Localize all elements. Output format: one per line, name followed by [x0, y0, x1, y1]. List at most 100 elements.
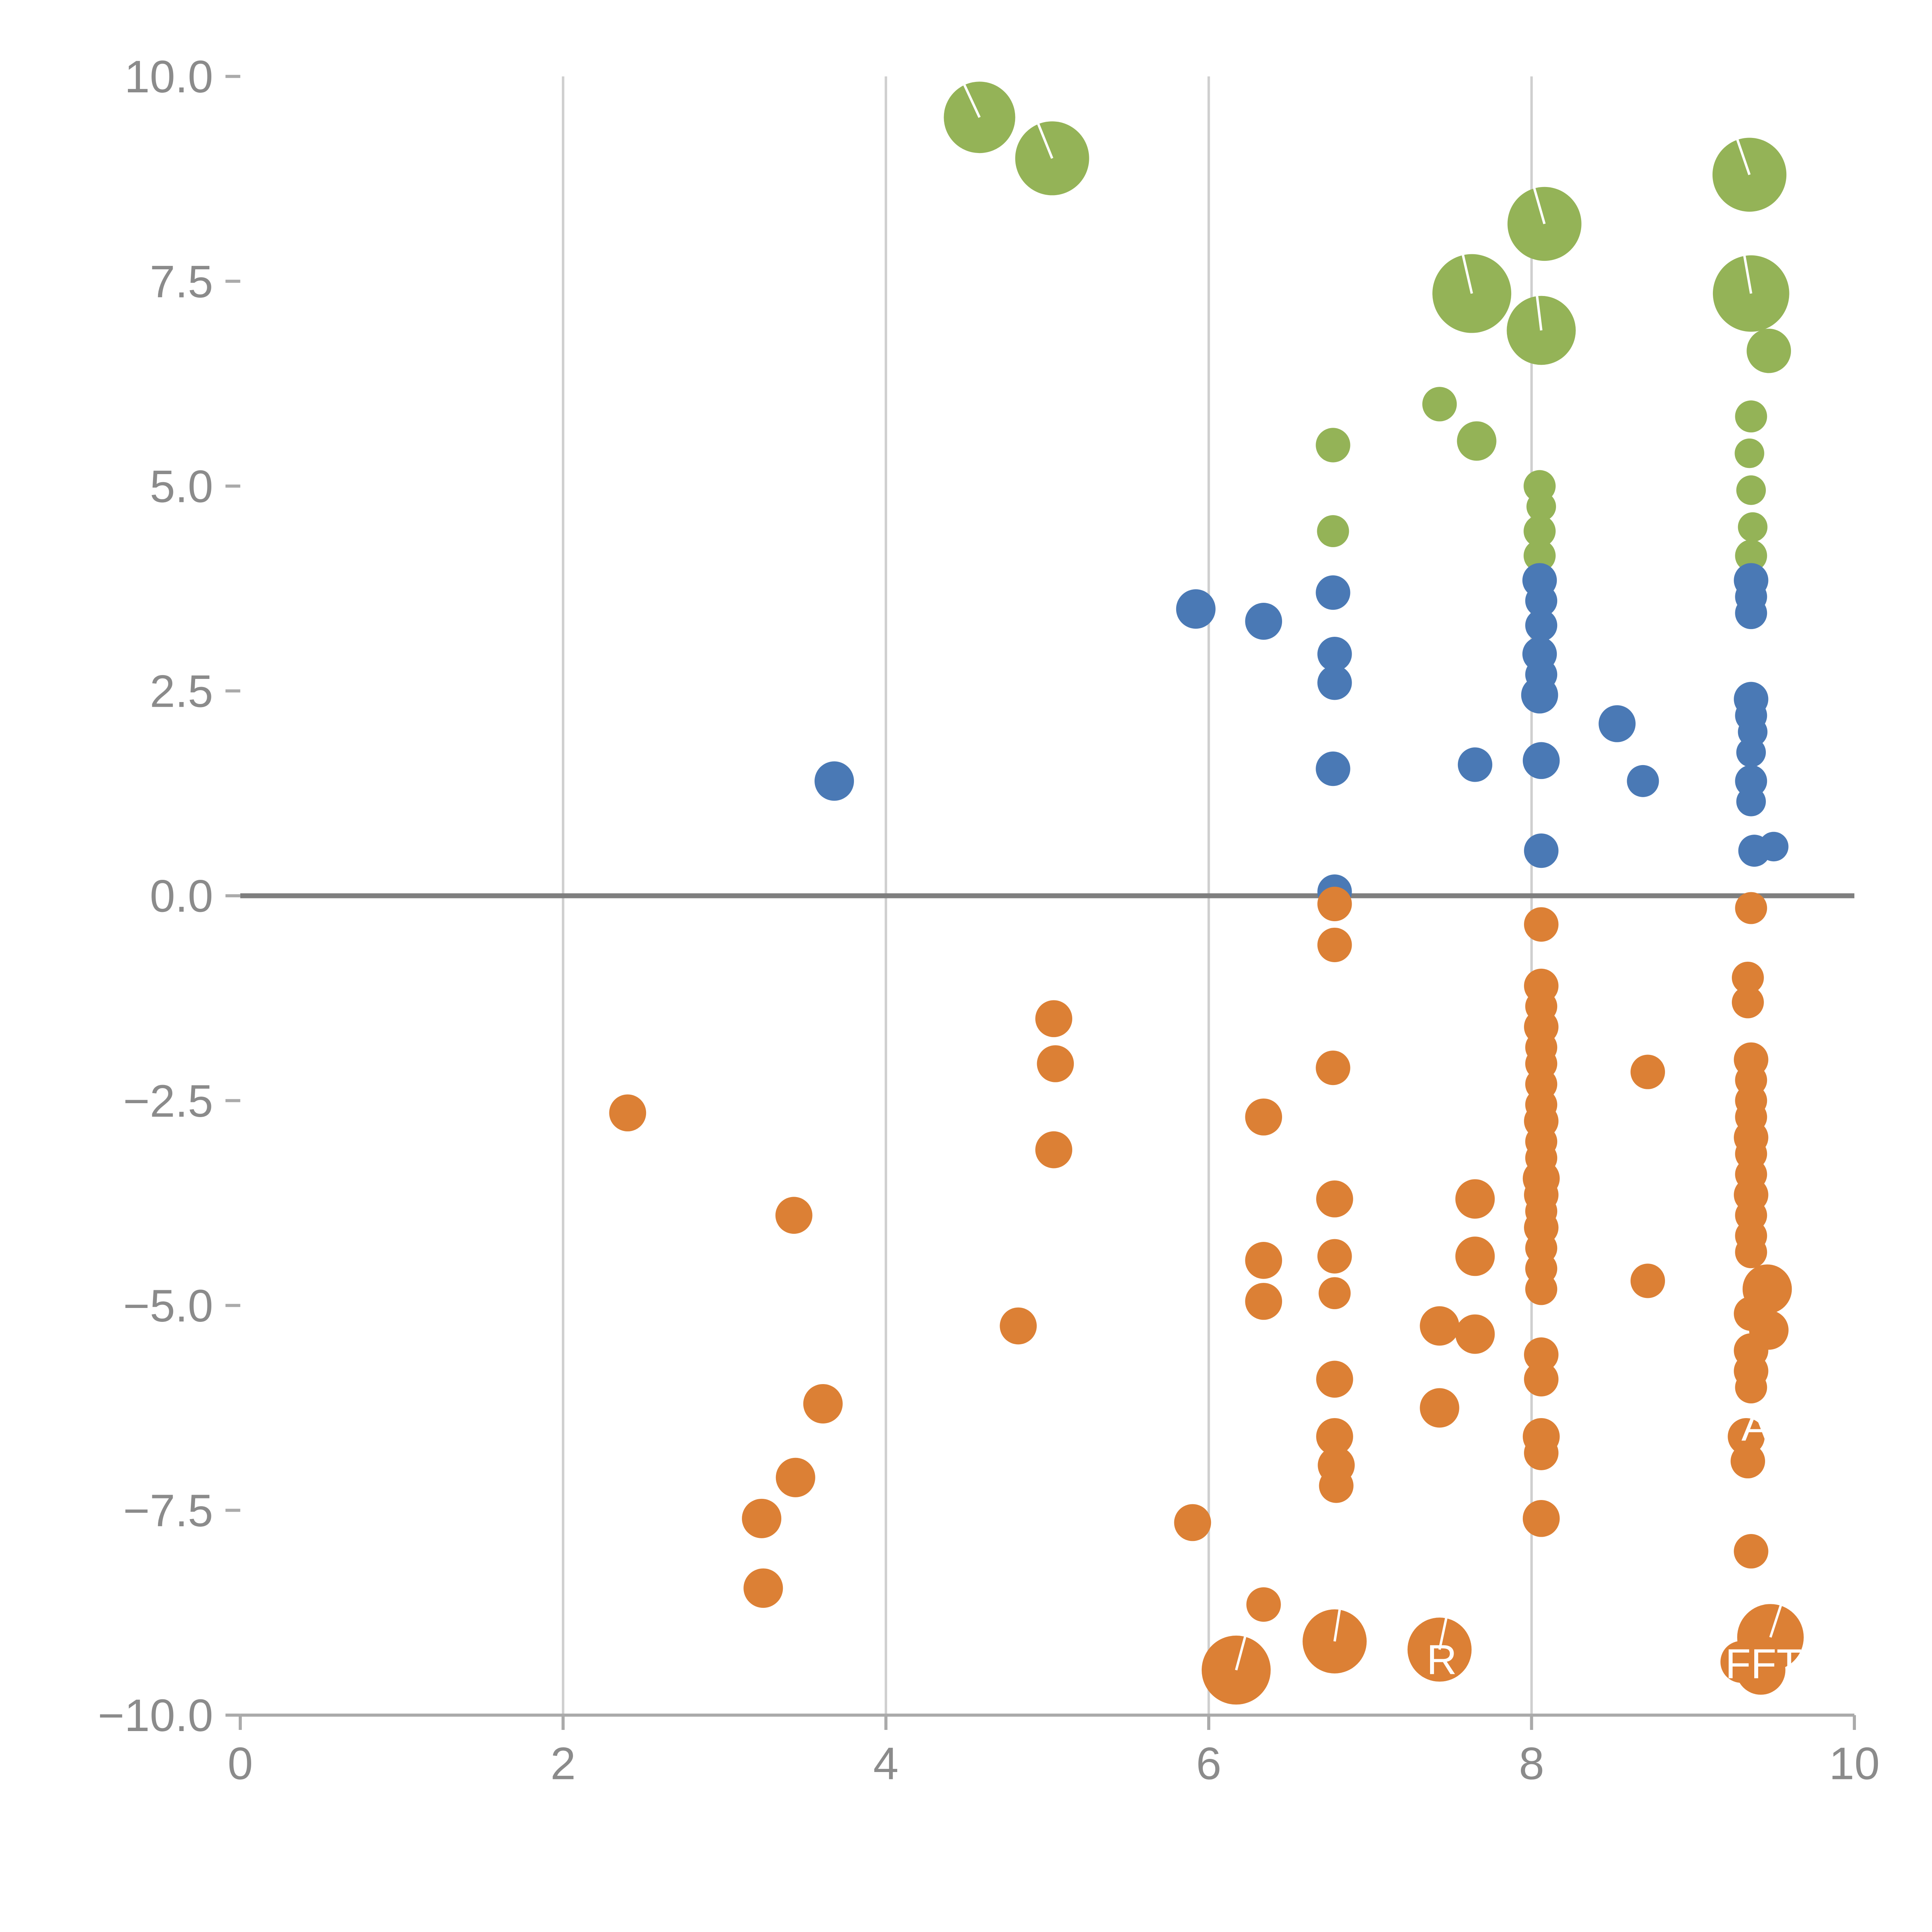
- bubble-radial-mark: [1462, 255, 1473, 294]
- data-point: [1420, 1306, 1459, 1346]
- data-point: [1035, 1131, 1072, 1168]
- data-point: [1316, 1418, 1353, 1455]
- data-point: [1524, 1435, 1559, 1470]
- data-point: [1317, 886, 1352, 922]
- data-point: [1735, 1236, 1767, 1269]
- data-point: [1317, 1239, 1352, 1274]
- data-point: [1246, 1587, 1281, 1622]
- data-point: [1316, 1361, 1353, 1398]
- y-tick-label: −5.0: [123, 1281, 213, 1332]
- y-tick-label: −2.5: [123, 1076, 213, 1127]
- bubble-radial-mark: [1536, 296, 1543, 331]
- data-point: [1524, 833, 1559, 868]
- data-point: [1730, 1444, 1765, 1479]
- data-point: [1316, 428, 1350, 463]
- annotations: AC R FFT: [1427, 1403, 1802, 1687]
- data-point: [1037, 1045, 1074, 1082]
- data-point: [1736, 475, 1766, 505]
- data-point: [1524, 515, 1556, 548]
- data-point: [1736, 787, 1766, 816]
- data-point: [1176, 589, 1216, 629]
- data-point: [775, 1197, 813, 1234]
- bubble-label: R: [1427, 1636, 1457, 1683]
- data-point: [1316, 1050, 1350, 1085]
- data-point: [1738, 512, 1768, 542]
- bubble-radial-mark: [1533, 188, 1546, 224]
- y-tick-label: −7.5: [123, 1485, 213, 1536]
- data-point: [1630, 1054, 1665, 1089]
- data-point: [1015, 121, 1089, 196]
- data-point: [1525, 585, 1558, 617]
- x-tick-label: 2: [550, 1738, 576, 1789]
- data-point: [1317, 637, 1352, 672]
- data-point: [1420, 1388, 1459, 1428]
- bubble-radial-mark: [1333, 1609, 1341, 1642]
- data-point: [1318, 1277, 1351, 1310]
- data-point: [1457, 421, 1497, 461]
- data-point: [1735, 539, 1767, 572]
- bubble-radial-mark: [963, 84, 981, 118]
- y-tick-label: 2.5: [150, 666, 213, 717]
- axes: 0 2 4 6 8 10 10.0 7.5 5.0 2.5 0.0 −2.5 −5.0 −7.5 −10.0: [98, 51, 1880, 1789]
- data-point: [1599, 705, 1636, 742]
- data-point: [1735, 400, 1767, 433]
- data-point: [815, 761, 854, 801]
- x-tick-label: 10: [1829, 1738, 1879, 1789]
- data-point: [1731, 986, 1764, 1019]
- data-point: [1627, 765, 1659, 797]
- data-point: [1524, 907, 1559, 942]
- data-point: [1000, 1307, 1037, 1345]
- data-point: [1522, 742, 1560, 779]
- bubble-radial-mark: [1743, 255, 1752, 294]
- data-point: [1524, 539, 1556, 572]
- data-point: [1735, 597, 1767, 629]
- data-point: [1422, 387, 1457, 422]
- data-point: [1174, 1504, 1211, 1541]
- data-point: [1735, 438, 1764, 468]
- bubble-radial-mark: [1769, 1605, 1782, 1638]
- x-tick-label: 6: [1196, 1738, 1221, 1789]
- y-tick-label: −10.0: [98, 1690, 213, 1741]
- data-point: [1526, 492, 1556, 522]
- data-point: [1245, 1242, 1282, 1279]
- data-point: [1455, 1236, 1495, 1276]
- data-point: [1525, 1273, 1558, 1305]
- data-point: [1035, 1000, 1072, 1037]
- data-point: [609, 1094, 646, 1132]
- data-point: [1524, 1337, 1559, 1372]
- data-point: [1317, 665, 1352, 700]
- data-point: [1759, 832, 1789, 862]
- data-point: [1524, 1362, 1559, 1396]
- data-point: [1316, 1180, 1353, 1218]
- data-point: [1747, 328, 1791, 373]
- data-point: [1630, 1264, 1665, 1298]
- bubble-radial-mark: [1037, 123, 1053, 159]
- bubble-label: FFT: [1725, 1640, 1802, 1687]
- data-point: [1455, 1179, 1495, 1219]
- data-point: [1731, 961, 1764, 994]
- y-tick-label: 10.0: [124, 51, 213, 102]
- data-point: [1245, 603, 1282, 640]
- data-point: [1458, 747, 1493, 782]
- data-point: [1525, 609, 1558, 641]
- x-tick-label: 0: [228, 1738, 253, 1789]
- data-point: [1735, 1371, 1767, 1404]
- data-point: [1735, 892, 1767, 924]
- series-green-high: [944, 82, 1791, 572]
- data-point: [1521, 676, 1558, 714]
- data-point: [1522, 1500, 1560, 1537]
- data-point: [1735, 765, 1767, 797]
- bubble-label: AC: [1742, 1403, 1800, 1449]
- series-blue-mid: [815, 563, 1789, 909]
- data-point: [776, 1458, 815, 1497]
- y-tick-label: 0.0: [150, 871, 213, 922]
- y-tick-label: 7.5: [150, 256, 213, 307]
- data-point: [1316, 575, 1350, 610]
- data-point: [1245, 1283, 1282, 1320]
- bubble-radial-mark: [1736, 139, 1751, 175]
- data-point: [1317, 515, 1349, 548]
- y-tick-label: 5.0: [150, 461, 213, 512]
- data-point: [1319, 1468, 1354, 1503]
- data-point: [743, 1568, 783, 1608]
